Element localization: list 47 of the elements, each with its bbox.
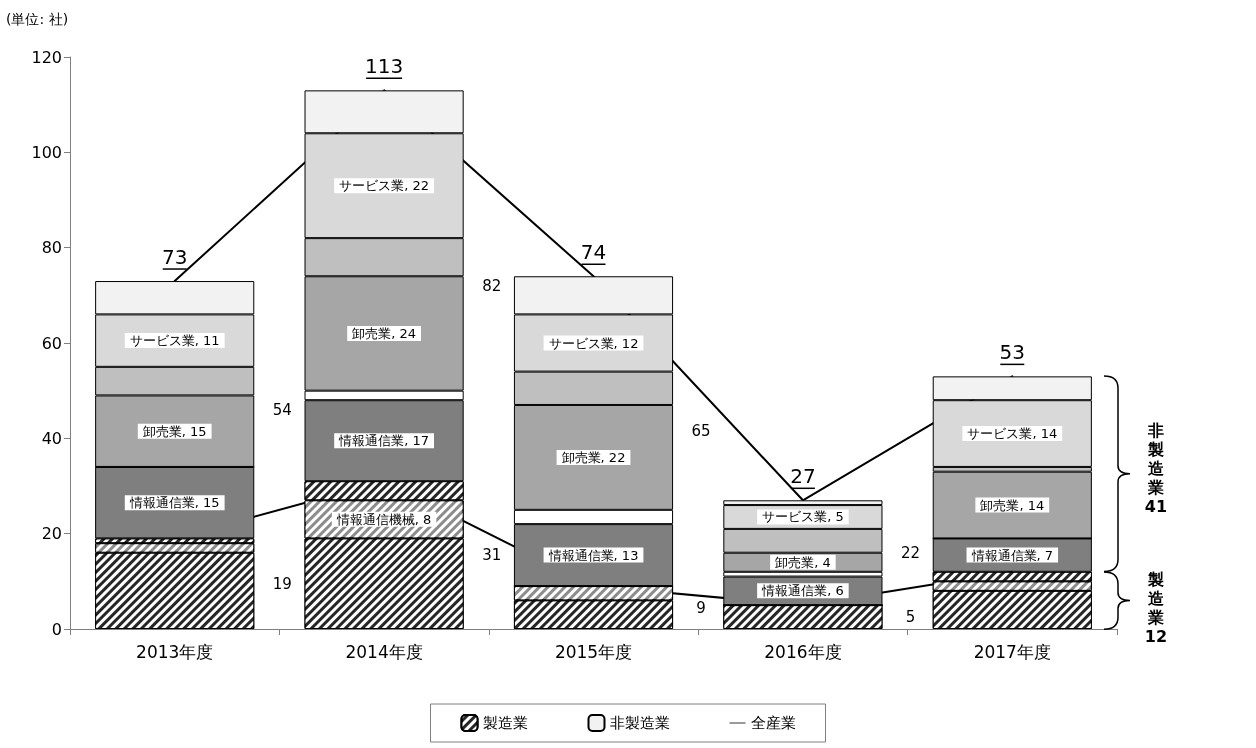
x-tick-label: 2016年度 [764,641,842,662]
legend-label: 非製造業 [609,714,670,732]
annotation: 65 [691,422,711,441]
data-label: 情報通信業, 15 [128,495,220,511]
data-label: 卸売業, 14 [980,497,1045,513]
x-tick-label: 2015年度 [554,641,633,662]
annotation: 9 [696,598,706,617]
total-label: 74 [580,240,607,265]
legend-label: 全産業 [750,714,796,732]
x-tick-label: 2014年度 [345,641,423,662]
y-tick-label: 60 [41,333,62,353]
y-tick-label: 20 [41,524,62,544]
data-label: 情報通信業, 17 [338,433,430,449]
annotation: 5 [905,608,916,627]
y-tick-label: 40 [41,428,62,448]
annotation: 19 [272,574,292,593]
data-label: サービス業, 22 [339,178,430,194]
data-label: 情報通信業, 6 [761,583,844,599]
x-tick-label: 2017年度 [973,641,1051,662]
annotation: 22 [900,543,921,562]
total-label: 73 [161,245,188,270]
data-label: サービス業, 14 [967,426,1058,442]
data-label: 情報通信業, 7 [970,547,1054,563]
y-tick-label: 100 [31,142,62,162]
data-label: サービス業, 5 [762,509,844,525]
legend-label: 製造業 [482,714,528,732]
data-label: 卸売業, 4 [775,554,831,570]
total-label: 27 [790,464,816,489]
annotation: 82 [482,276,502,295]
y-tick-label: 0 [51,619,62,639]
data-label: 卸売業, 24 [352,325,417,341]
annotation: 54 [272,400,292,419]
annotation: 31 [482,546,502,565]
text: (単位: 社) [6,11,69,27]
data-label: 情報通信業, 13 [547,547,639,563]
data-label: サービス業, 12 [548,335,639,351]
text: 非製造業 41 [1144,420,1167,516]
data-label: サービス業, 11 [129,333,220,349]
total-label: 113 [365,54,404,79]
data-label: 卸売業, 15 [142,423,207,439]
y-tick-label: 80 [41,238,62,258]
total-label: 53 [999,340,1026,365]
x-tick-label: 2013年度 [136,641,214,662]
text: 製造業 12 [1144,570,1167,647]
y-tick-label: 120 [31,47,62,67]
data-label: 情報通信機械, 8 [335,511,432,527]
data-label: 卸売業, 22 [561,449,626,465]
